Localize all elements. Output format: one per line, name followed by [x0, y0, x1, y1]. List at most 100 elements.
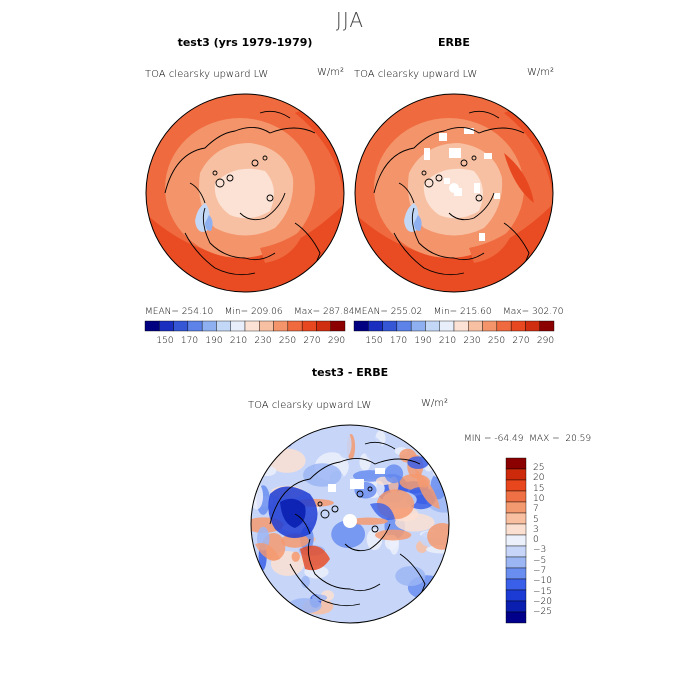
colorbar-swatch: [368, 320, 383, 332]
figure-title: JJA: [335, 8, 365, 32]
colorbar-tick-label: 230: [254, 336, 272, 346]
panel3-polar-map: [250, 424, 450, 624]
colorbar-tick-label: 20: [533, 473, 545, 484]
coastline: [448, 192, 495, 221]
colorbar-swatch: [505, 534, 527, 547]
colorbar-swatch: [216, 320, 231, 332]
colorbar-tick-label: −15: [533, 586, 552, 597]
colorbar-swatch: [505, 479, 527, 492]
island: [471, 155, 477, 161]
colorbar-swatch: [330, 320, 346, 332]
map-border: [250, 424, 450, 624]
colorbar-swatch: [244, 320, 260, 332]
colorbar-swatch: [230, 320, 246, 332]
colorbar-swatch: [505, 611, 527, 624]
coastline: [398, 182, 415, 204]
colorbar-tick-label: 170: [180, 336, 199, 346]
colorbar-swatch: [187, 320, 203, 332]
panel2-polar-map: [354, 93, 554, 293]
panel1-stats: MEAN= 254.10 Min= 209.06 Max= 287.84: [145, 307, 355, 317]
colorbar-tick-label: 170: [389, 336, 408, 346]
colorbar-swatch: [505, 468, 527, 481]
colorbar-tick-label: −7: [533, 566, 547, 576]
coastline: [164, 127, 316, 194]
panel2-colorbar: [353, 320, 555, 332]
colorbar-swatch: [525, 320, 540, 332]
colorbar-swatch: [316, 320, 331, 332]
island: [367, 486, 373, 492]
map-border: [354, 93, 554, 293]
field: [251, 425, 449, 623]
colorbar-tick-label: 150: [156, 336, 174, 346]
colorbar-tick-label: 190: [414, 336, 432, 346]
coastline: [344, 523, 391, 552]
colorbar-tick-label: 210: [229, 336, 248, 346]
panel2-stats: MEAN= 255.02 Min= 215.60 Max= 302.70: [354, 307, 564, 317]
panel3-variable: TOA clearsky upward LW: [248, 400, 372, 411]
colorbar-swatch: [273, 320, 289, 332]
island: [215, 178, 225, 188]
coastline: [393, 232, 465, 276]
colorbar-swatch: [468, 320, 483, 332]
colorbar-swatch: [505, 490, 527, 503]
colorbar-tick-label: 270: [303, 336, 321, 346]
colorbar-tick-label: 230: [463, 336, 481, 346]
coastline: [294, 513, 311, 535]
panel3-title: test3 - ERBE: [311, 366, 389, 379]
colorbar-swatch: [353, 320, 369, 332]
field: [355, 94, 553, 292]
coastline: [364, 441, 396, 450]
island: [356, 490, 364, 498]
colorbar-swatch: [382, 320, 398, 332]
island: [371, 525, 379, 533]
field: [146, 94, 344, 292]
colorbar-swatch: [539, 320, 555, 332]
colorbar-tick-label: 10: [533, 493, 545, 504]
colorbar-tick-label: 210: [438, 336, 457, 346]
colorbar-tick-label: 270: [512, 336, 530, 346]
colorbar-tick-label: 290: [536, 336, 555, 346]
coastline: [239, 192, 286, 221]
island: [331, 505, 339, 513]
coastline: [289, 563, 361, 607]
colorbar-swatch: [505, 457, 527, 470]
panel1-units: W/m²: [317, 67, 345, 78]
island: [251, 159, 259, 167]
colorbar-swatch: [505, 600, 527, 613]
colorbar-tick-label: 0: [533, 535, 539, 546]
colorbar-tick-label: 250: [487, 336, 506, 346]
colorbar-swatch: [505, 556, 527, 569]
map-border: [145, 93, 345, 293]
panel2-variable: TOA clearsky upward LW: [354, 69, 478, 80]
panel1-variable: TOA clearsky upward LW: [145, 69, 269, 80]
colorbar-swatch: [482, 320, 498, 332]
island: [475, 194, 483, 202]
colorbar-swatch: [301, 320, 317, 332]
colorbar-tick-label: 250: [278, 336, 297, 346]
colorbar-swatch: [505, 512, 527, 525]
colorbar-tick-label: 3: [533, 524, 539, 535]
colorbar-tick-label: −20: [533, 596, 552, 607]
island: [320, 509, 330, 519]
colorbar-swatch: [510, 320, 526, 332]
panel2-units: W/m²: [527, 67, 555, 78]
colorbar-swatch: [439, 320, 455, 332]
colorbar-swatch: [505, 589, 527, 602]
colorbar-swatch: [396, 320, 412, 332]
colorbar-swatch: [505, 545, 527, 558]
colorbar-swatch: [505, 501, 527, 514]
colorbar-swatch: [505, 578, 527, 591]
colorbar-swatch: [496, 320, 512, 332]
colorbar-tick-label: −5: [533, 555, 547, 566]
colorbar-tick-label: 15: [533, 483, 545, 494]
island: [266, 194, 274, 202]
island: [262, 155, 268, 161]
panel3-stats: MIN = -64.49 MAX = 20.59: [464, 434, 592, 444]
colorbar-tick-label: −3: [533, 545, 547, 556]
colorbar-swatch: [159, 320, 174, 332]
coastline: [184, 232, 256, 276]
island: [421, 170, 427, 176]
colorbar-swatch: [144, 320, 160, 332]
colorbar-swatch: [505, 567, 527, 580]
coastline: [373, 127, 525, 194]
